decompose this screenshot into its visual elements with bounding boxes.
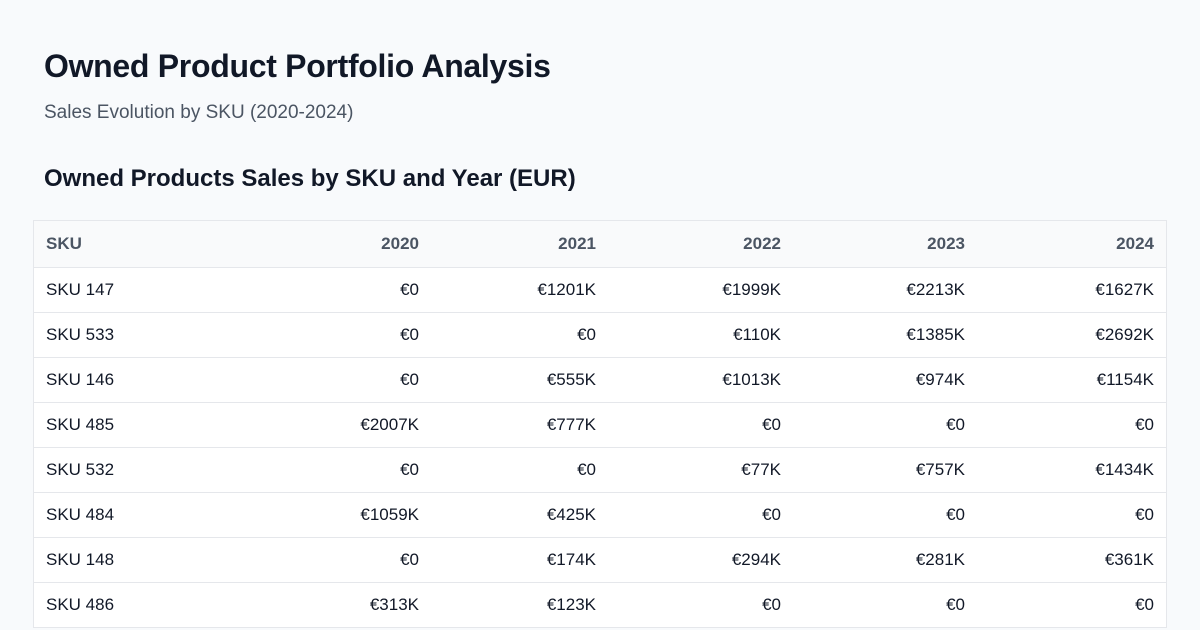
- table-header-row: SKU 2020 2021 2022 2023 2024: [34, 221, 1166, 268]
- sales-cell: €123K: [431, 582, 608, 628]
- sku-cell: SKU 146: [34, 357, 194, 403]
- sales-cell: €555K: [431, 357, 608, 403]
- sales-cell: €0: [977, 402, 1166, 448]
- sales-cell: €0: [431, 312, 608, 358]
- sales-cell: €0: [194, 447, 431, 493]
- column-header-sku: SKU: [34, 221, 194, 268]
- page-title: Owned Product Portfolio Analysis: [44, 48, 551, 84]
- sales-cell: €281K: [793, 537, 977, 583]
- column-header-2024: 2024: [977, 221, 1166, 268]
- page-subtitle: Sales Evolution by SKU (2020-2024): [44, 102, 354, 123]
- sales-cell: €0: [194, 267, 431, 313]
- sales-cell: €294K: [608, 537, 793, 583]
- sales-cell: €110K: [608, 312, 793, 358]
- sales-cell: €0: [793, 582, 977, 628]
- sales-table-container: SKU 2020 2021 2022 2023 2024 SKU 147 €0 …: [33, 220, 1167, 628]
- sales-table: SKU 2020 2021 2022 2023 2024 SKU 147 €0 …: [34, 221, 1166, 628]
- sku-cell: SKU 484: [34, 492, 194, 538]
- table-row: SKU 485 €2007K €777K €0 €0 €0: [34, 402, 1166, 448]
- table-row: SKU 486 €313K €123K €0 €0 €0: [34, 582, 1166, 628]
- sku-cell: SKU 485: [34, 402, 194, 448]
- column-header-2021: 2021: [431, 221, 608, 268]
- table-title: Owned Products Sales by SKU and Year (EU…: [44, 165, 576, 192]
- sku-cell: SKU 533: [34, 312, 194, 358]
- sku-cell: SKU 486: [34, 582, 194, 628]
- table-body: SKU 147 €0 €1201K €1999K €2213K €1627K S…: [34, 267, 1166, 628]
- table-row: SKU 484 €1059K €425K €0 €0 €0: [34, 492, 1166, 538]
- sales-cell: €1627K: [977, 267, 1166, 313]
- sales-cell: €0: [608, 582, 793, 628]
- column-header-2022: 2022: [608, 221, 793, 268]
- sales-cell: €1059K: [194, 492, 431, 538]
- table-row: SKU 148 €0 €174K €294K €281K €361K: [34, 537, 1166, 583]
- sales-cell: €1385K: [793, 312, 977, 358]
- sales-cell: €757K: [793, 447, 977, 493]
- sku-cell: SKU 148: [34, 537, 194, 583]
- sales-cell: €974K: [793, 357, 977, 403]
- sales-cell: €0: [977, 582, 1166, 628]
- sku-cell: SKU 532: [34, 447, 194, 493]
- sales-cell: €1434K: [977, 447, 1166, 493]
- sales-cell: €0: [194, 537, 431, 583]
- sales-cell: €2213K: [793, 267, 977, 313]
- sales-cell: €77K: [608, 447, 793, 493]
- sales-cell: €0: [194, 357, 431, 403]
- sales-cell: €0: [977, 492, 1166, 538]
- column-header-2023: 2023: [793, 221, 977, 268]
- table-row: SKU 532 €0 €0 €77K €757K €1434K: [34, 447, 1166, 493]
- sales-cell: €1013K: [608, 357, 793, 403]
- sales-cell: €0: [194, 312, 431, 358]
- sales-cell: €0: [793, 492, 977, 538]
- sales-cell: €174K: [431, 537, 608, 583]
- sales-cell: €0: [608, 492, 793, 538]
- table-row: SKU 147 €0 €1201K €1999K €2213K €1627K: [34, 267, 1166, 313]
- sales-cell: €1154K: [977, 357, 1166, 403]
- sales-cell: €0: [793, 402, 977, 448]
- sales-cell: €0: [431, 447, 608, 493]
- sales-cell: €361K: [977, 537, 1166, 583]
- column-header-2020: 2020: [194, 221, 431, 268]
- sku-cell: SKU 147: [34, 267, 194, 313]
- sales-cell: €425K: [431, 492, 608, 538]
- sales-cell: €777K: [431, 402, 608, 448]
- sales-cell: €313K: [194, 582, 431, 628]
- sales-cell: €1999K: [608, 267, 793, 313]
- sales-cell: €1201K: [431, 267, 608, 313]
- table-header: SKU 2020 2021 2022 2023 2024: [34, 221, 1166, 268]
- table-row: SKU 146 €0 €555K €1013K €974K €1154K: [34, 357, 1166, 403]
- table-row: SKU 533 €0 €0 €110K €1385K €2692K: [34, 312, 1166, 358]
- sales-cell: €0: [608, 402, 793, 448]
- sales-cell: €2007K: [194, 402, 431, 448]
- sales-cell: €2692K: [977, 312, 1166, 358]
